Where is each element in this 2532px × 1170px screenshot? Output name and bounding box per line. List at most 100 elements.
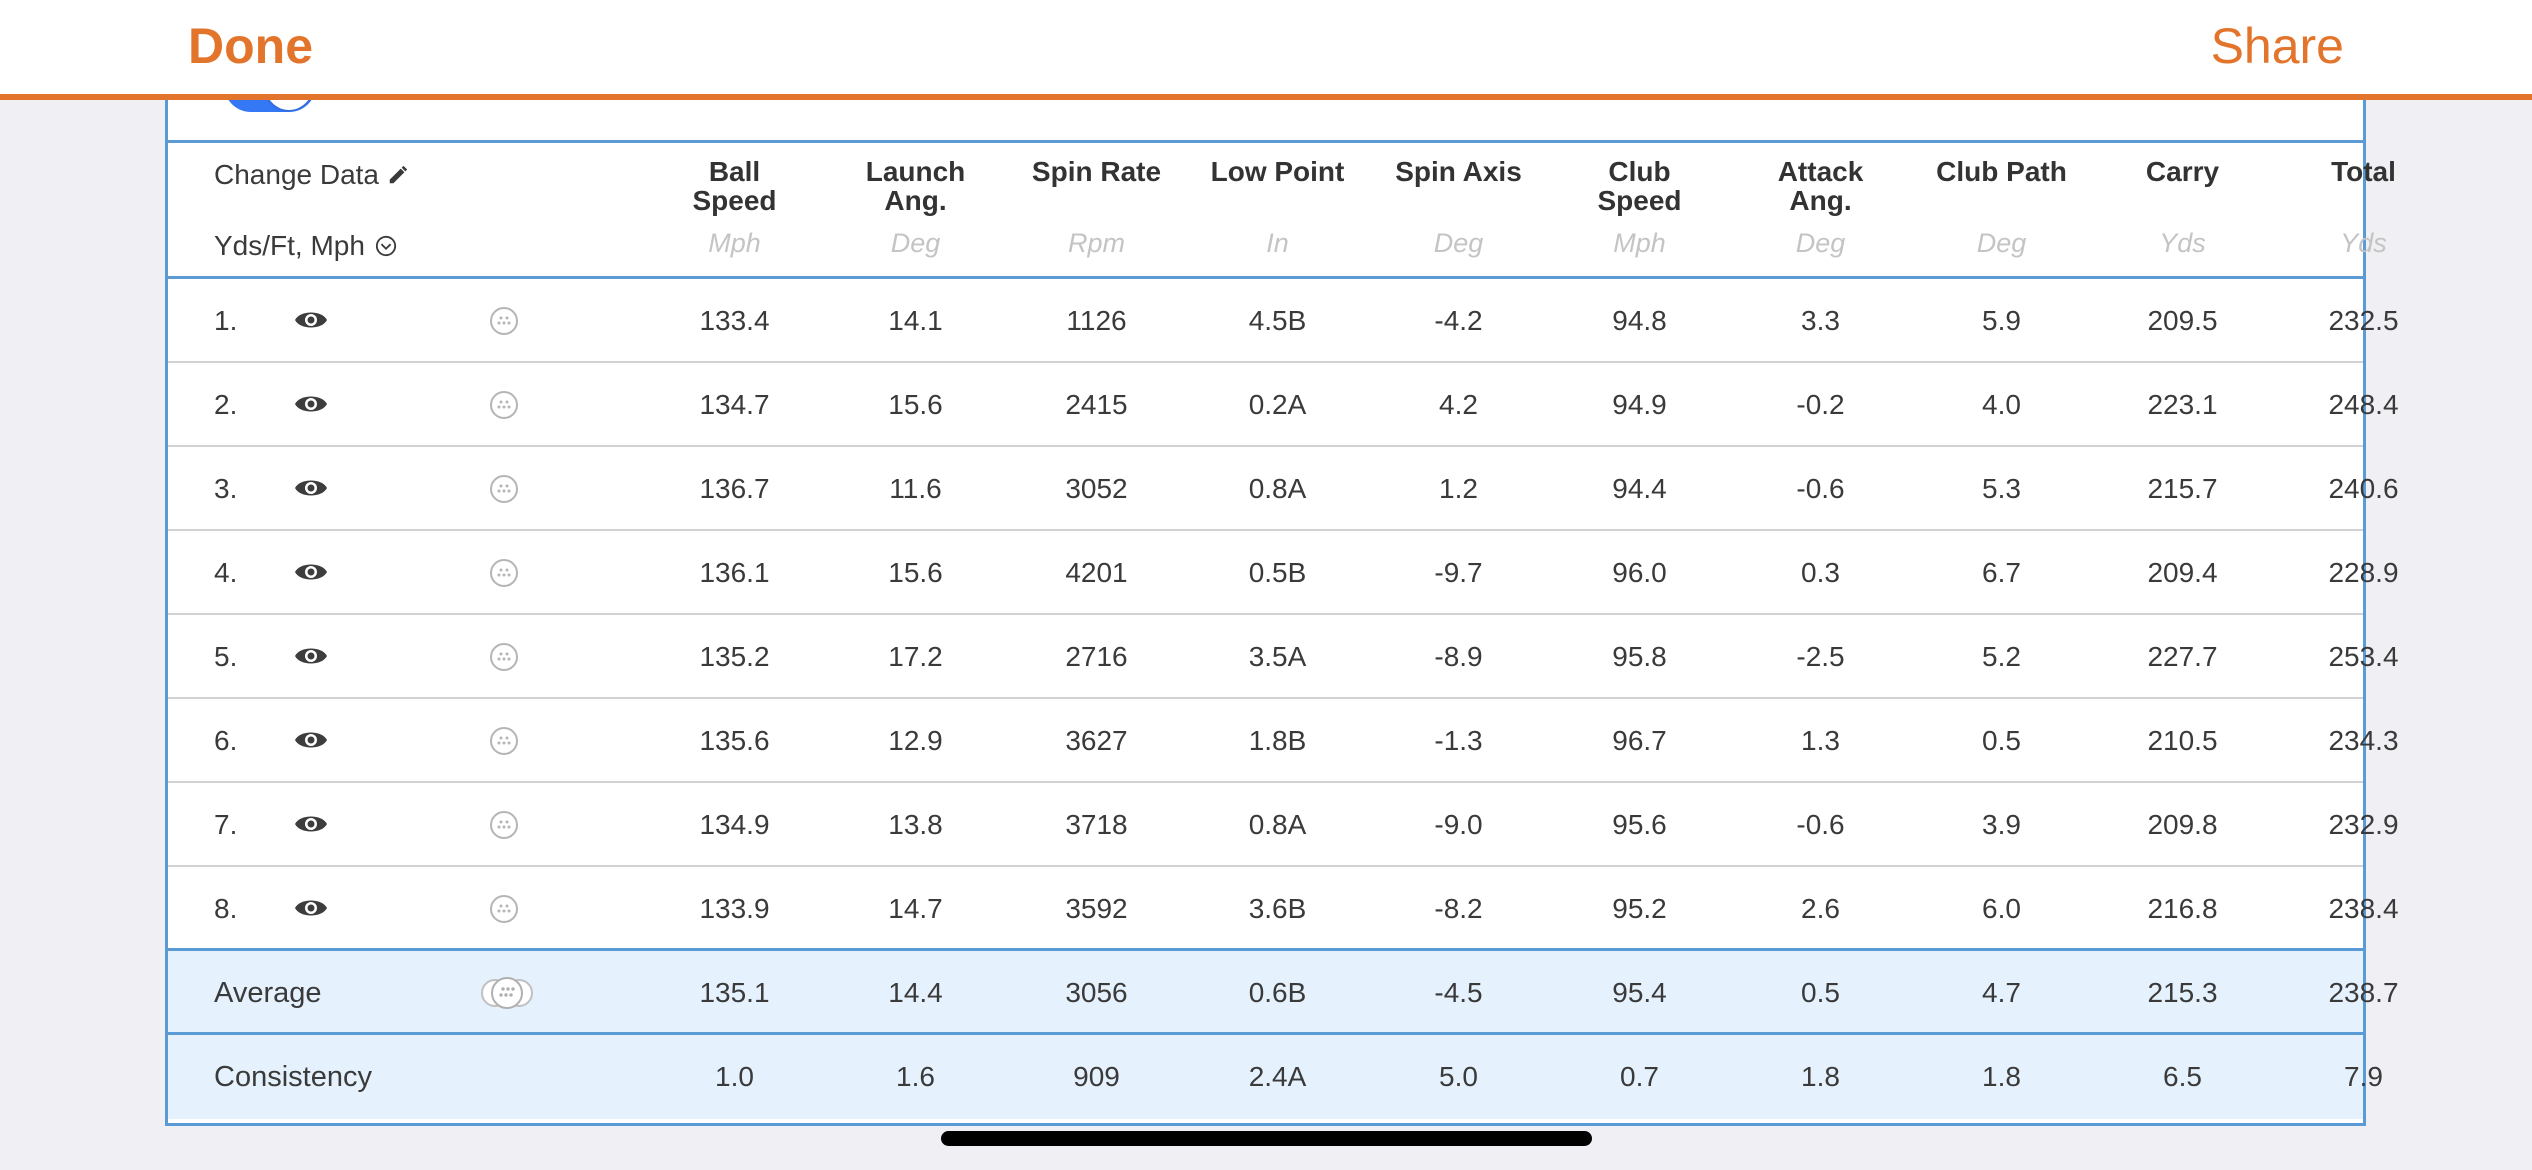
cell-spin-axis: 1.2 — [1439, 473, 1478, 504]
eye-icon[interactable] — [294, 895, 328, 921]
cell-total: 232.5 — [2328, 305, 2399, 336]
cell-spin-rate: 3056 — [1065, 977, 1128, 1008]
cell-club-path: 4.7 — [1982, 977, 2021, 1008]
eye-icon[interactable] — [294, 727, 328, 753]
cell-attack-ang: -0.2 — [1796, 389, 1845, 420]
cell-attack-ang: 3.3 — [1801, 305, 1840, 336]
cell-ball-speed: 136.7 — [699, 473, 770, 504]
golf-ball-icon — [489, 726, 519, 756]
cell-spin-rate: 909 — [1073, 1061, 1120, 1092]
column-header-line1: Low Point — [1210, 156, 1345, 187]
table-row[interactable]: 5. 135.2 17.2 2716 3.5A -8.9 95.8 -2.5 5.2 227.7 2… — [168, 615, 2399, 699]
cell-carry: 6.5 — [2163, 1061, 2202, 1092]
change-data-label: Change Data — [214, 159, 380, 190]
cell-low-point: 0.8A — [1248, 809, 1307, 840]
eye-icon[interactable] — [294, 307, 328, 333]
column-header-line2: Speed — [1597, 185, 1682, 216]
table-row[interactable]: 6. 135.6 12.9 3627 1.8B -1.3 96.7 1.3 0.5 210.5 23… — [168, 699, 2399, 783]
cell-club-speed: 95.4 — [1612, 977, 1667, 1008]
panel-divider — [168, 140, 2363, 143]
cell-spin-rate: 3052 — [1065, 473, 1128, 504]
cell-club-speed: 95.6 — [1612, 809, 1667, 840]
column-header-total: Total — [2273, 157, 2454, 186]
table-row[interactable]: 3. 136.7 11.6 3052 0.8A 1.2 94.4 -0.6 5.3 215.7 24… — [168, 447, 2399, 531]
column-header-carry: Carry — [2092, 157, 2273, 186]
column-header-ball-speed: Ball Speed — [644, 157, 825, 215]
shot-number: 2. — [214, 389, 238, 420]
table-row[interactable]: 1. 133.4 14.1 1126 4.5B -4.2 94.8 3.3 5.9 209.5 23… — [168, 279, 2399, 363]
cell-ball-speed: 1.0 — [715, 1061, 754, 1092]
cell-spin-axis: -8.9 — [1434, 641, 1483, 672]
cell-launch-ang: 12.9 — [888, 725, 943, 756]
shot-number: 4. — [214, 557, 238, 588]
cell-spin-rate: 2716 — [1065, 641, 1128, 672]
table-row[interactable]: 2. 134.7 15.6 2415 0.2A 4.2 94.9 -0.2 4.0 223.1 24… — [168, 363, 2399, 447]
golf-balls-group-icon — [479, 975, 535, 1011]
cell-low-point: 4.5B — [1248, 305, 1307, 336]
table-row[interactable]: 8. 133.9 14.7 3592 3.6B -8.2 95.2 2.6 6.0 216.8 23… — [168, 867, 2399, 951]
cell-club-path: 6.0 — [1982, 893, 2021, 924]
done-button[interactable]: Done — [188, 18, 313, 74]
cell-club-speed: 94.9 — [1612, 389, 1667, 420]
cell-launch-ang: 17.2 — [888, 641, 943, 672]
column-header-line1: Spin Axis — [1395, 156, 1522, 187]
cell-carry: 227.7 — [2147, 641, 2218, 672]
cell-club-speed: 96.0 — [1612, 557, 1667, 588]
eye-icon[interactable] — [294, 811, 328, 837]
shot-data-panel: Change Data Yds/Ft, Mph Ball Speed Mph Laun… — [165, 88, 2399, 1126]
cell-ball-speed: 136.1 — [699, 557, 770, 588]
cell-low-point: 2.4A — [1248, 1061, 1307, 1092]
eye-icon[interactable] — [294, 559, 328, 585]
cell-attack-ang: 0.5 — [1801, 977, 1840, 1008]
cell-launch-ang: 15.6 — [888, 389, 943, 420]
column-header-spin-axis: Spin Axis — [1368, 157, 1549, 186]
column-unit: Deg — [890, 228, 941, 258]
column-header-line1: Total — [2331, 156, 2396, 187]
cell-club-path: 4.0 — [1982, 389, 2021, 420]
column-header-launch-ang: Launch Ang. — [825, 157, 1006, 215]
cell-launch-ang: 14.7 — [888, 893, 943, 924]
cell-club-speed: 96.7 — [1612, 725, 1667, 756]
top-navigation-bar: Done Share — [0, 0, 2532, 100]
cell-carry: 210.5 — [2147, 725, 2218, 756]
cell-ball-speed: 133.4 — [699, 305, 770, 336]
share-button[interactable]: Share — [2210, 18, 2344, 74]
eye-icon[interactable] — [294, 475, 328, 501]
column-unit: Mph — [1613, 228, 1666, 258]
cell-spin-axis: -9.0 — [1434, 809, 1483, 840]
cell-carry: 209.4 — [2147, 557, 2218, 588]
home-indicator — [941, 1131, 1592, 1146]
cell-ball-speed: 134.9 — [699, 809, 770, 840]
cell-spin-axis: -8.2 — [1434, 893, 1483, 924]
cell-attack-ang: 2.6 — [1801, 893, 1840, 924]
golf-ball-icon — [489, 810, 519, 840]
change-data-button[interactable]: Change Data — [214, 159, 409, 191]
eye-icon[interactable] — [294, 391, 328, 417]
cell-carry: 209.8 — [2147, 809, 2218, 840]
eye-icon[interactable] — [294, 643, 328, 669]
shot-number: 5. — [214, 641, 238, 672]
table-header: Change Data Yds/Ft, Mph Ball Speed Mph Laun… — [168, 143, 2396, 279]
units-dropdown[interactable]: Yds/Ft, Mph — [214, 230, 397, 262]
cell-low-point: 0.5B — [1248, 557, 1307, 588]
table-row[interactable]: 7. 134.9 13.8 3718 0.8A -9.0 95.6 -0.6 3.9 209.8 2… — [168, 783, 2399, 867]
cell-carry: 209.5 — [2147, 305, 2218, 336]
cell-low-point: 3.5A — [1248, 641, 1307, 672]
table-row[interactable]: 4. 136.1 15.6 4201 0.5B -9.7 96.0 0.3 6.7 209.4 22… — [168, 531, 2399, 615]
cell-attack-ang: -0.6 — [1796, 473, 1845, 504]
column-header-line2: Ang. — [884, 185, 947, 216]
column-header-line1: Ball — [708, 156, 761, 187]
cell-carry: 215.7 — [2147, 473, 2218, 504]
cell-launch-ang: 13.8 — [888, 809, 943, 840]
column-header-low-point: Low Point — [1187, 157, 1368, 186]
cell-ball-speed: 134.7 — [699, 389, 770, 420]
column-header-attack-ang: Attack Ang. — [1730, 157, 1911, 215]
cell-club-speed: 95.8 — [1612, 641, 1667, 672]
cell-spin-axis: -4.5 — [1434, 977, 1483, 1008]
column-unit: In — [1266, 228, 1289, 258]
cell-launch-ang: 11.6 — [889, 473, 942, 504]
units-label: Yds/Ft, Mph — [214, 230, 365, 261]
cell-low-point: 3.6B — [1248, 893, 1307, 924]
column-header-line1: Club Path — [1936, 156, 2067, 187]
golf-ball-icon — [489, 558, 519, 588]
